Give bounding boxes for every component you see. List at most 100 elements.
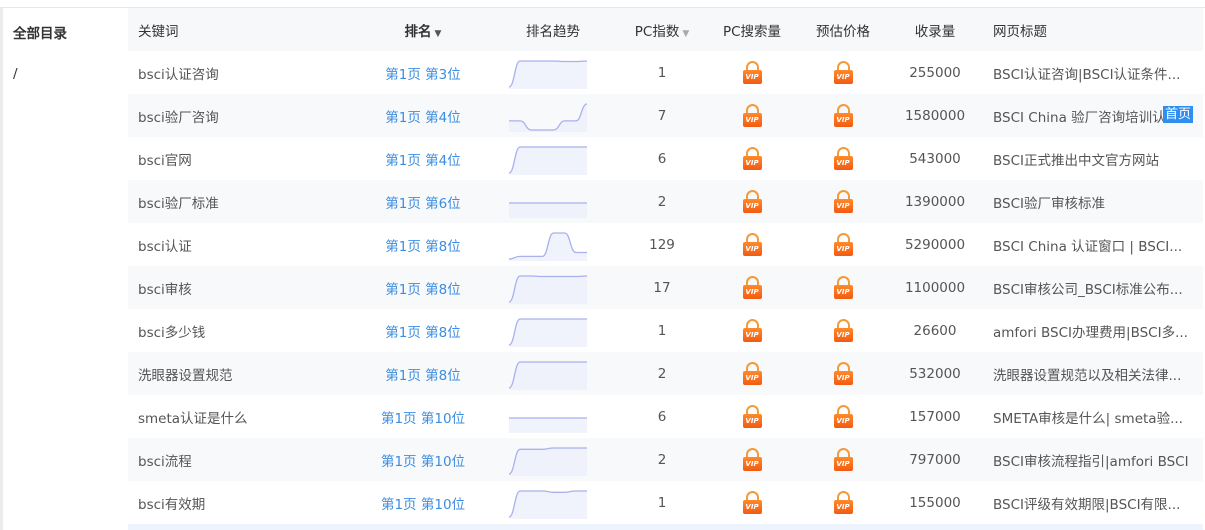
rank-link[interactable]: 第1页 第10位 — [380, 496, 466, 513]
keyword[interactable]: bsci验厂标准 — [138, 195, 219, 212]
keyword[interactable]: bsci审核 — [138, 281, 192, 298]
vip-lock-icon[interactable]: VIP — [742, 60, 762, 85]
keyword[interactable]: bsci有效期 — [138, 496, 206, 513]
vip-lock-icon[interactable]: VIP — [833, 361, 853, 386]
vip-lock-icon[interactable]: VIP — [742, 447, 762, 472]
vip-lock-icon[interactable]: VIP — [742, 318, 762, 343]
rank-trend-sparkline — [509, 275, 587, 304]
vip-lock-icon[interactable]: VIP — [833, 404, 853, 429]
page-title[interactable]: BSCI审核流程指引|amfori BSCI — [993, 453, 1189, 470]
page-title[interactable]: BSCI验厂审核标准 — [993, 195, 1106, 212]
indexed-count: 5290000 — [904, 236, 966, 253]
col-rank-label: 排名 — [404, 23, 432, 40]
col-pc-index-sort[interactable]: PC指数 ▼ — [622, 20, 702, 40]
rank-link[interactable]: 第1页 第4位 — [385, 109, 461, 126]
rank-link[interactable]: 第1页 第3位 — [385, 66, 461, 83]
keyword[interactable]: 洗眼器设置规范 — [138, 367, 233, 384]
pc-search-locked: VIP — [712, 361, 792, 386]
left-border — [0, 8, 3, 530]
trend-area — [509, 276, 587, 304]
rank-trend-sparkline — [509, 60, 587, 89]
page-title[interactable]: 洗眼器设置规范以及相关法律... — [993, 367, 1182, 384]
trend-line — [509, 232, 587, 260]
vip-lock-icon[interactable]: VIP — [833, 103, 853, 128]
price-locked: VIP — [803, 275, 883, 300]
page-title[interactable]: BSCI China 认证窗口 | BSCI... — [993, 238, 1183, 255]
pc-index: 1 — [657, 64, 667, 81]
vip-lock-icon[interactable]: VIP — [833, 232, 853, 257]
top-divider — [0, 7, 1205, 8]
homepage-badge: 首页 — [1162, 106, 1193, 123]
rank-link[interactable]: 第1页 第8位 — [385, 281, 461, 298]
pc-index: 17 — [653, 279, 671, 296]
vip-lock-icon[interactable]: VIP — [742, 361, 762, 386]
table-row: bsci官网 第1页 第4位 6 VIP VIP 543000 BSCI正式推出… — [128, 137, 1203, 180]
pc-search-locked: VIP — [712, 232, 792, 257]
rank-link[interactable]: 第1页 第10位 — [380, 453, 466, 470]
vip-lock-icon[interactable]: VIP — [833, 275, 853, 300]
rank-link[interactable]: 第1页 第8位 — [385, 324, 461, 341]
vip-lock-icon[interactable]: VIP — [833, 318, 853, 343]
rank-link[interactable]: 第1页 第6位 — [385, 195, 461, 212]
vip-lock-icon[interactable]: VIP — [742, 275, 762, 300]
page-title[interactable]: SMETA审核是什么| smeta验... — [993, 410, 1183, 427]
table-row: smeta认证是什么 第1页 第10位 6 VIP VIP 157000 SME… — [128, 395, 1203, 438]
col-rank-sort[interactable]: 排名 ▼ — [348, 20, 498, 40]
indexed-count: 1580000 — [904, 107, 966, 124]
keyword[interactable]: bsci流程 — [138, 453, 192, 470]
rank-link[interactable]: 第1页 第4位 — [385, 152, 461, 169]
keyword[interactable]: bsci多少钱 — [138, 324, 206, 341]
indexed-count: 543000 — [909, 150, 961, 167]
vip-lock-icon[interactable]: VIP — [742, 189, 762, 214]
price-locked: VIP — [803, 318, 883, 343]
page-title[interactable]: BSCI评级有效期限|BSCI有限... — [993, 496, 1181, 513]
pc-index: 6 — [657, 150, 667, 167]
vip-lock-icon[interactable]: VIP — [742, 232, 762, 257]
indexed-count: 1100000 — [904, 279, 966, 296]
pc-search-locked: VIP — [712, 404, 792, 429]
pc-index: 2 — [657, 451, 667, 468]
col-trend: 排名趋势 — [526, 23, 580, 40]
pc-search-locked: VIP — [712, 275, 792, 300]
vip-lock-icon[interactable]: VIP — [742, 404, 762, 429]
table-row: bsci认证 第1页 第8位 129 VIP VIP 5290000 BSCI … — [128, 223, 1203, 266]
vip-lock-icon[interactable]: VIP — [742, 146, 762, 171]
rank-link[interactable]: 第1页 第10位 — [380, 410, 466, 427]
page-title[interactable]: BSCI认证咨询|BSCI认证条件... — [993, 66, 1181, 83]
vip-lock-icon[interactable]: VIP — [833, 447, 853, 472]
pc-search-locked: VIP — [712, 318, 792, 343]
pc-index: 6 — [657, 408, 667, 425]
indexed-count: 157000 — [909, 408, 961, 425]
pc-index: 2 — [657, 365, 667, 382]
vip-lock-icon[interactable]: VIP — [742, 103, 762, 128]
table-row: 洗眼器设置规范 第1页 第8位 2 VIP VIP 532000 洗眼器设置规范… — [128, 352, 1203, 395]
vip-lock-icon[interactable]: VIP — [833, 490, 853, 515]
price-locked: VIP — [803, 103, 883, 128]
vip-lock-icon[interactable]: VIP — [742, 490, 762, 515]
vip-lock-icon[interactable]: VIP — [833, 60, 853, 85]
rank-link[interactable]: 第1页 第8位 — [385, 367, 461, 384]
keyword[interactable]: smeta认证是什么 — [138, 410, 248, 427]
page-title[interactable]: amfori BSCI办理费用|BSCI多... — [993, 324, 1188, 341]
col-pc-search: PC搜索量 — [722, 23, 782, 40]
keyword[interactable]: bsci认证咨询 — [138, 66, 219, 83]
trend-line — [509, 361, 587, 389]
page-title[interactable]: BSCI审核公司_BSCI标准公布... — [993, 281, 1183, 298]
trend-area — [509, 448, 587, 476]
trend-line — [509, 275, 587, 303]
vip-lock-icon[interactable]: VIP — [833, 189, 853, 214]
price-locked: VIP — [803, 60, 883, 85]
trend-area — [509, 418, 587, 433]
keyword[interactable]: bsci官网 — [138, 152, 192, 169]
directory-root[interactable]: / — [13, 66, 18, 82]
trend-area — [509, 147, 587, 175]
vip-lock-icon[interactable]: VIP — [833, 146, 853, 171]
keyword[interactable]: bsci验厂咨询 — [138, 109, 219, 126]
page-title[interactable]: BSCI正式推出中文官方网站 — [993, 152, 1160, 169]
keyword[interactable]: bsci认证 — [138, 238, 192, 255]
table-row: bsci审核 第1页 第8位 17 VIP VIP 1100000 BSCI审核… — [128, 266, 1203, 309]
pc-search-locked: VIP — [712, 103, 792, 128]
rank-trend-sparkline — [509, 103, 587, 132]
rank-link[interactable]: 第1页 第8位 — [385, 238, 461, 255]
col-page-title: 网页标题 — [993, 23, 1047, 40]
